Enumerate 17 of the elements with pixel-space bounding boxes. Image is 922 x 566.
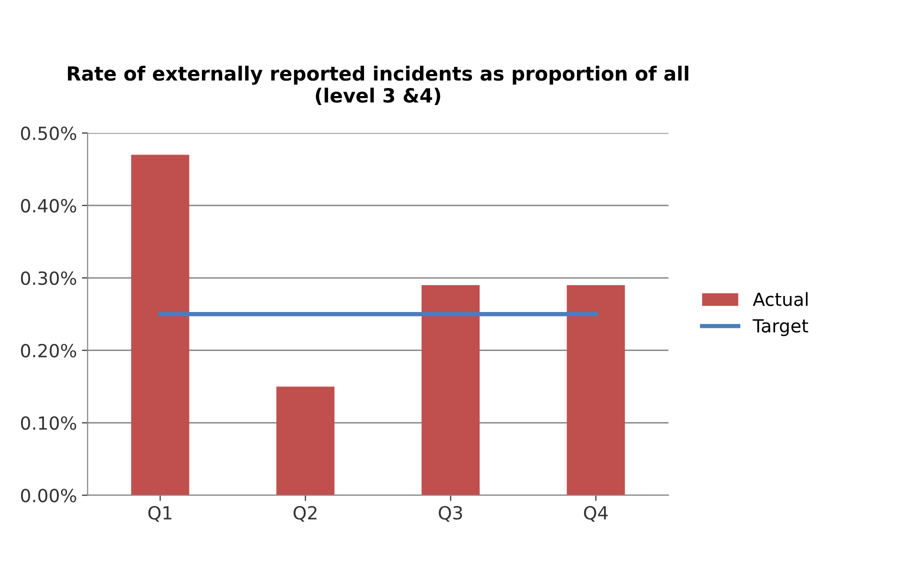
chart-title: Rate of externally reported incidents as proportion of all (level 3 &4): [68, 66, 688, 106]
bar: [422, 285, 480, 496]
legend-label: Target: [752, 319, 808, 336]
y-tick-label: 0.30%: [21, 271, 76, 286]
bar: [131, 154, 190, 496]
x-tick-label: Q1: [148, 506, 172, 522]
x-tick-label: Q4: [584, 506, 608, 522]
y-tick-label: 0.50%: [21, 126, 76, 140]
y-tick-label: 0.20%: [21, 344, 76, 358]
x-tick-label: Q3: [438, 506, 462, 522]
legend-label: Actual: [752, 292, 808, 306]
y-tick-label: 0.10%: [21, 416, 76, 430]
x-tick-label: Q2: [294, 506, 316, 522]
bar: [566, 285, 625, 496]
y-tick-label: 0.40%: [21, 198, 76, 213]
bar: [276, 386, 334, 496]
y-tick-label: 0.00%: [21, 488, 76, 502]
